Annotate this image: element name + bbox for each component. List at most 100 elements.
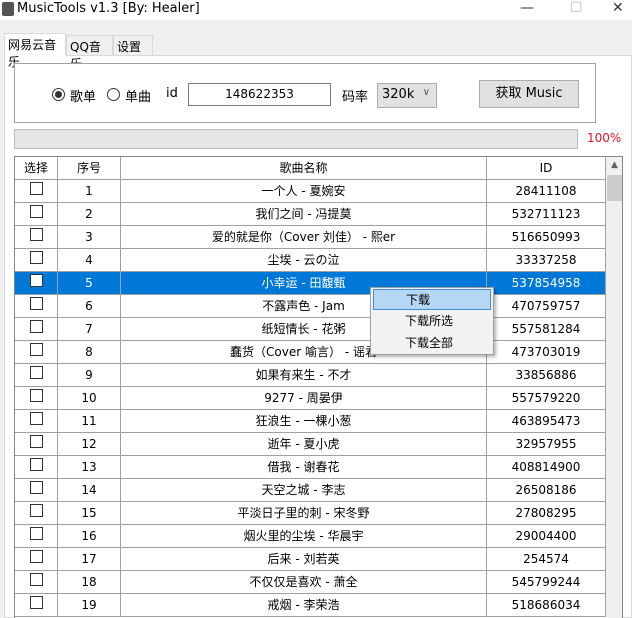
- select-cell[interactable]: [15, 410, 58, 432]
- table-row[interactable]: 1 一个人 - 夏婉安 28411108: [15, 180, 606, 203]
- number-cell: 15: [58, 502, 121, 524]
- select-cell[interactable]: [15, 203, 58, 225]
- id-label: id: [166, 86, 178, 101]
- row-checkbox[interactable]: [29, 550, 43, 563]
- vertical-scrollbar[interactable]: ▲: [606, 157, 622, 618]
- id-cell: 29004400: [487, 525, 606, 547]
- table-row[interactable]: 18 不仅仅是喜欢 - 萧全 545799244: [15, 571, 606, 594]
- table-row[interactable]: 2 我们之间 - 冯提莫 532711123: [15, 203, 606, 226]
- select-cell[interactable]: [15, 226, 58, 248]
- progress-percent: 100%: [587, 131, 622, 145]
- row-checkbox[interactable]: [29, 435, 43, 448]
- menu-item-download-all[interactable]: 下载全部: [405, 336, 454, 350]
- table-row[interactable]: 15 平淡日子里的刺 - 宋冬野 27808295: [15, 502, 606, 525]
- row-checkbox[interactable]: [29, 458, 43, 471]
- row-checkbox[interactable]: [29, 182, 43, 195]
- tab-settings[interactable]: 设置: [113, 35, 153, 55]
- maximize-button[interactable]: ☐: [570, 0, 583, 16]
- song-name-cell: 不仅仅是喜欢 - 萧全: [121, 571, 487, 593]
- radio-single[interactable]: [107, 88, 120, 101]
- row-checkbox[interactable]: [29, 366, 43, 379]
- search-group: 歌单 单曲 id 148622353 码率 320k ∨ 获取 Music: [14, 63, 596, 123]
- table-row[interactable]: 19 戒烟 - 李荣浩 518686034: [15, 594, 606, 617]
- select-cell[interactable]: [15, 387, 58, 409]
- select-cell[interactable]: [15, 548, 58, 570]
- select-cell[interactable]: [15, 525, 58, 547]
- select-cell[interactable]: [15, 249, 58, 271]
- row-checkbox[interactable]: [29, 573, 43, 586]
- bitrate-select[interactable]: 320k ∨: [377, 83, 437, 108]
- table-row[interactable]: 10 9277 - 周晏伊 557579220: [15, 387, 606, 410]
- table-row[interactable]: 6 不露声色 - Jam 470759757: [15, 295, 606, 318]
- select-cell[interactable]: [15, 180, 58, 202]
- row-checkbox[interactable]: [29, 481, 43, 494]
- row-checkbox[interactable]: [29, 297, 43, 310]
- scrollbar-thumb[interactable]: [607, 175, 622, 201]
- row-checkbox[interactable]: [29, 320, 43, 333]
- scroll-up-icon[interactable]: ▲: [611, 160, 618, 170]
- select-cell[interactable]: [15, 479, 58, 501]
- radio-playlist[interactable]: [52, 88, 65, 101]
- tab-qq[interactable]: QQ音乐: [66, 35, 113, 71]
- id-cell: 26508186: [487, 479, 606, 501]
- table-row[interactable]: 12 逝年 - 夏小虎 32957955: [15, 433, 606, 456]
- select-cell[interactable]: [15, 571, 58, 593]
- table-row[interactable]: 7 纸短情长 - 花粥 557581284: [15, 318, 606, 341]
- menu-item-download-selected[interactable]: 下载所选: [405, 314, 454, 328]
- select-cell[interactable]: [15, 364, 58, 386]
- row-checkbox[interactable]: [29, 205, 43, 218]
- menu-item-download[interactable]: 下载: [373, 289, 491, 310]
- close-button[interactable]: ✕: [612, 0, 624, 16]
- id-cell: 518686034: [487, 594, 606, 616]
- id-input[interactable]: 148622353: [188, 83, 331, 106]
- app-icon: [2, 2, 14, 16]
- row-checkbox[interactable]: [29, 251, 43, 264]
- select-cell[interactable]: [15, 341, 58, 363]
- row-checkbox[interactable]: [29, 274, 43, 287]
- header-select[interactable]: 选择: [15, 157, 58, 179]
- header-song-name[interactable]: 歌曲名称: [121, 157, 487, 179]
- table-row[interactable]: 16 烟火里的尘埃 - 华晨宇 29004400: [15, 525, 606, 548]
- header-id[interactable]: ID: [487, 157, 606, 179]
- row-checkbox[interactable]: [29, 343, 43, 356]
- minimize-button[interactable]: —: [520, 0, 534, 16]
- table-row[interactable]: 3 爱的就是你（Cover 刘佳） - 熙er 516650993: [15, 226, 606, 249]
- row-checkbox[interactable]: [29, 412, 43, 425]
- row-checkbox[interactable]: [29, 527, 43, 540]
- row-checkbox[interactable]: [29, 504, 43, 517]
- number-cell: 18: [58, 571, 121, 593]
- select-cell[interactable]: [15, 295, 58, 317]
- select-cell[interactable]: [15, 318, 58, 340]
- id-cell: 32957955: [487, 433, 606, 455]
- select-cell[interactable]: [15, 272, 58, 294]
- song-name-cell: 如果有来生 - 不才: [121, 364, 487, 386]
- select-cell[interactable]: [15, 456, 58, 478]
- song-name-cell: 逝年 - 夏小虎: [121, 433, 487, 455]
- row-checkbox[interactable]: [29, 228, 43, 241]
- id-cell: 516650993: [487, 226, 606, 248]
- song-name-cell: 9277 - 周晏伊: [121, 387, 487, 409]
- table-row[interactable]: 9 如果有来生 - 不才 33856886: [15, 364, 606, 387]
- id-cell: 532711123: [487, 203, 606, 225]
- id-cell: 473703019: [487, 341, 606, 363]
- table-row[interactable]: 17 后来 - 刘若英 254574: [15, 548, 606, 571]
- song-name-cell: 天空之城 - 李志: [121, 479, 487, 501]
- number-cell: 7: [58, 318, 121, 340]
- song-name-cell: 一个人 - 夏婉安: [121, 180, 487, 202]
- row-checkbox[interactable]: [29, 389, 43, 402]
- select-cell[interactable]: [15, 433, 58, 455]
- row-checkbox[interactable]: [29, 596, 43, 609]
- table-row[interactable]: 13 借我 - 谢春花 408814900: [15, 456, 606, 479]
- select-cell[interactable]: [15, 502, 58, 524]
- select-cell[interactable]: [15, 594, 58, 616]
- table-row[interactable]: 8 蠢货（Cover 喻言） - 谣君 473703019: [15, 341, 606, 364]
- fetch-music-button[interactable]: 获取 Music: [479, 80, 579, 108]
- table-row[interactable]: 5 小幸运 - 田馥甄 537854958: [15, 272, 606, 295]
- table-row[interactable]: 11 狂浪生 - 一棵小葱 463895473: [15, 410, 606, 433]
- number-cell: 5: [58, 272, 121, 294]
- table-row[interactable]: 14 天空之城 - 李志 26508186: [15, 479, 606, 502]
- tab-netease[interactable]: 网易云音乐: [4, 33, 66, 69]
- table-row[interactable]: 4 尘埃 - 云の泣 33337258: [15, 249, 606, 272]
- header-number[interactable]: 序号: [58, 157, 121, 179]
- song-name-cell: 狂浪生 - 一棵小葱: [121, 410, 487, 432]
